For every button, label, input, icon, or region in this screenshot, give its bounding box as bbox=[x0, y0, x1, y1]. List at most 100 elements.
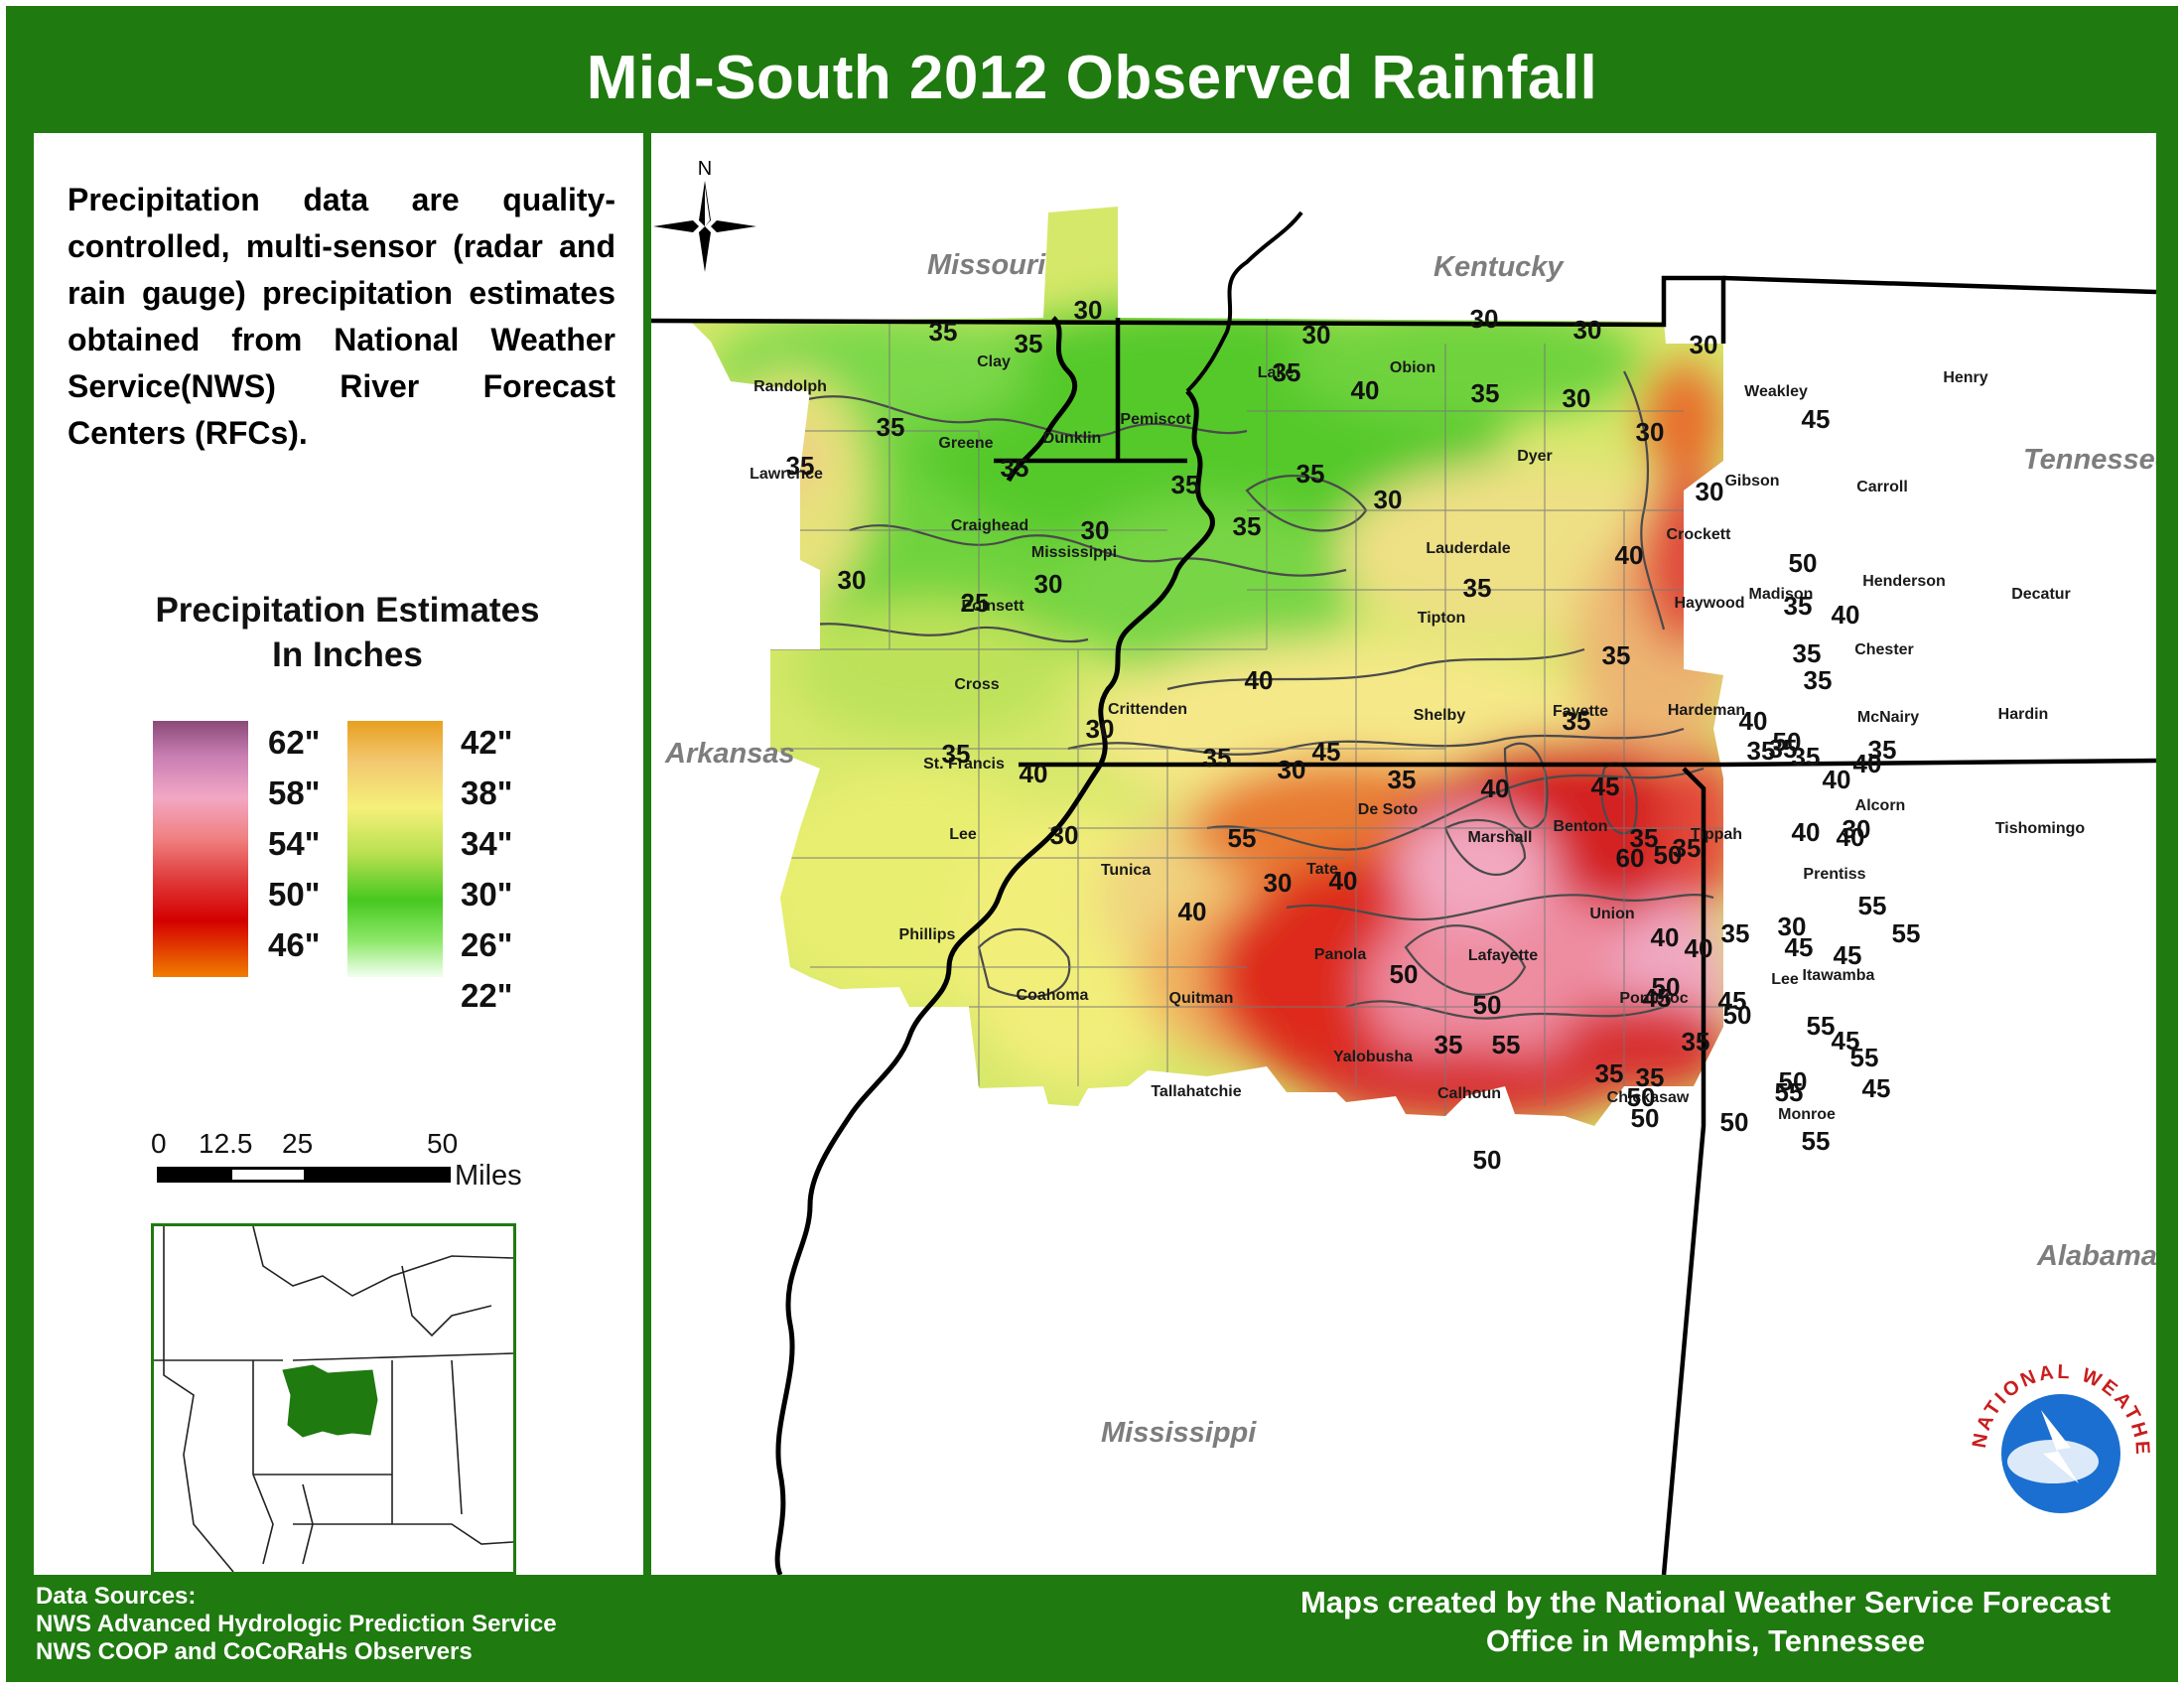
county-label: Madison bbox=[1749, 586, 1814, 603]
contour-value-label: 50 bbox=[1473, 990, 1502, 1020]
field-blob bbox=[711, 312, 1028, 431]
contour-value-label: 30 bbox=[838, 565, 867, 595]
credit-line: Maps created by the National Weather Ser… bbox=[1299, 1585, 2112, 1619]
compass-arrow bbox=[653, 220, 699, 232]
contour-value-label: 50 bbox=[1652, 972, 1681, 1002]
contour-line bbox=[789, 623, 1089, 643]
county-label: Hardin bbox=[1998, 706, 2049, 723]
rainfall-map-svg: N Missouri Kentucky Tennessee Arkansas M… bbox=[651, 158, 2156, 1575]
field-blob bbox=[1058, 500, 1356, 679]
county-label: Carroll bbox=[1856, 479, 1908, 495]
contour-value-label: 30 bbox=[1573, 315, 1602, 345]
compass-arrow bbox=[711, 220, 756, 232]
mississippi-river bbox=[774, 316, 1215, 1575]
contour-value-label: 35 bbox=[1792, 742, 1821, 772]
legend-label: 22" bbox=[461, 977, 513, 1014]
scale-tick-label: 0 bbox=[151, 1128, 167, 1159]
contour-value-label: 55 bbox=[1802, 1126, 1831, 1156]
state-border-tn-ms bbox=[1019, 758, 2156, 768]
contour-line bbox=[799, 395, 1248, 438]
contour-line bbox=[849, 524, 1347, 577]
county-label: Weakley bbox=[1744, 383, 1808, 400]
contour-value-label: 35 bbox=[1563, 706, 1591, 736]
state-border bbox=[252, 1225, 514, 1297]
scale-segment bbox=[231, 1170, 304, 1180]
logo-lightning bbox=[2041, 1410, 2079, 1483]
scale-segment bbox=[160, 1170, 232, 1180]
contour-value-label: 50 bbox=[1390, 959, 1419, 989]
locator-map-svg bbox=[154, 1225, 514, 1573]
description-text: Precipitation data are quality-controlle… bbox=[68, 182, 615, 451]
county-label: Clay bbox=[977, 353, 1011, 370]
contour-value-label: 35 bbox=[877, 412, 905, 442]
county-label: Gibson bbox=[1724, 473, 1779, 490]
sources-title: Data Sources: bbox=[36, 1583, 197, 1610]
state-border bbox=[451, 1359, 463, 1515]
legend-label: 46" bbox=[268, 926, 321, 963]
county-label: Itawamba bbox=[1803, 967, 1875, 984]
contour-value-label: 35 bbox=[1233, 511, 1262, 541]
source-line: NWS Advanced Hydrologic Prediction Servi… bbox=[36, 1611, 557, 1637]
contour-value-label: 35 bbox=[929, 317, 958, 347]
map-title: Mid-South 2012 Observed Rainfall bbox=[586, 43, 1598, 112]
compass-highlight bbox=[705, 187, 710, 226]
county-label: Pemiscot bbox=[1120, 411, 1191, 428]
contour-value-label: 35 bbox=[1015, 329, 1043, 358]
scale-tick-label: 25 bbox=[282, 1128, 314, 1159]
contour-value-label: 30 bbox=[1074, 295, 1103, 325]
contour-value-label: 40 bbox=[1329, 866, 1358, 896]
contour-value-label: 35 bbox=[1463, 573, 1492, 603]
contour-value-label: 50 bbox=[1627, 1082, 1656, 1112]
county-label: De Soto bbox=[1358, 801, 1419, 818]
state-label: Tennessee bbox=[2023, 444, 2156, 476]
contour-value-label: 40 bbox=[1481, 774, 1510, 803]
county-label: Coahoma bbox=[1017, 987, 1089, 1004]
county-label: Lee bbox=[1771, 971, 1799, 988]
county-label: Dunklin bbox=[1043, 430, 1102, 447]
locator-inset-map bbox=[151, 1223, 516, 1575]
field-blob bbox=[1287, 302, 1644, 421]
county-label: Lake bbox=[1258, 364, 1295, 381]
contour-value-label: 45 bbox=[1834, 940, 1862, 970]
state-label: Kentucky bbox=[1433, 251, 1565, 283]
county-label: Hardeman bbox=[1668, 702, 1745, 719]
credit-line: Office in Memphis, Tennessee bbox=[1485, 1623, 1926, 1658]
county-label: Panola bbox=[1314, 946, 1367, 963]
contour-value-label: 35 bbox=[1769, 734, 1798, 764]
state-label: Mississippi bbox=[1101, 1417, 1257, 1449]
contour-value-label: 35 bbox=[1673, 833, 1702, 863]
contour-value-label: 50 bbox=[1631, 1103, 1660, 1133]
county-label: Tate bbox=[1306, 861, 1338, 878]
scale-segment bbox=[304, 1170, 448, 1180]
contour-value-label: 40 bbox=[1615, 540, 1644, 570]
contour-value-label: 40 bbox=[1685, 933, 1713, 963]
county-label: Chickasaw bbox=[1607, 1089, 1690, 1106]
county-label: Monroe bbox=[1778, 1106, 1836, 1123]
contour-value-label: 30 bbox=[1563, 383, 1591, 413]
compass-arrow bbox=[699, 226, 711, 272]
county-label: Calhoun bbox=[1437, 1085, 1501, 1102]
source-line: NWS COOP and CoCoRaHs Observers bbox=[36, 1638, 473, 1665]
legend-ramp-high bbox=[153, 721, 248, 977]
contour-value-label: 40 bbox=[1823, 765, 1851, 794]
contour-value-label: 40 bbox=[1832, 600, 1860, 630]
county-label: Decatur bbox=[2011, 586, 2071, 603]
contour-value-label: 35 bbox=[1471, 378, 1500, 408]
contour-value-label: 40 bbox=[1351, 375, 1380, 405]
contour-value-label: 30 bbox=[1690, 330, 1718, 359]
county-label: Crittenden bbox=[1108, 701, 1187, 718]
contour-value-label: 40 bbox=[1178, 897, 1207, 926]
county-label: Tunica bbox=[1101, 862, 1151, 879]
state-boundaries bbox=[651, 275, 2156, 1575]
county-label: Lauderdale bbox=[1426, 540, 1510, 557]
county-label: Fayette bbox=[1553, 703, 1608, 720]
county-label: Mississippi bbox=[1031, 544, 1117, 561]
contour-value-label: 40 bbox=[1739, 706, 1768, 736]
county-label: Alcorn bbox=[1855, 797, 1906, 814]
county-label: Quitman bbox=[1169, 990, 1234, 1007]
contour-value-label: 55 bbox=[1858, 891, 1887, 920]
contour-value-label: 50 bbox=[1773, 727, 1802, 757]
county-label: Benton bbox=[1553, 818, 1607, 835]
legend-title-line1: Precipitation Estimates bbox=[155, 591, 540, 630]
contour-value-label: 30 bbox=[1470, 304, 1499, 334]
